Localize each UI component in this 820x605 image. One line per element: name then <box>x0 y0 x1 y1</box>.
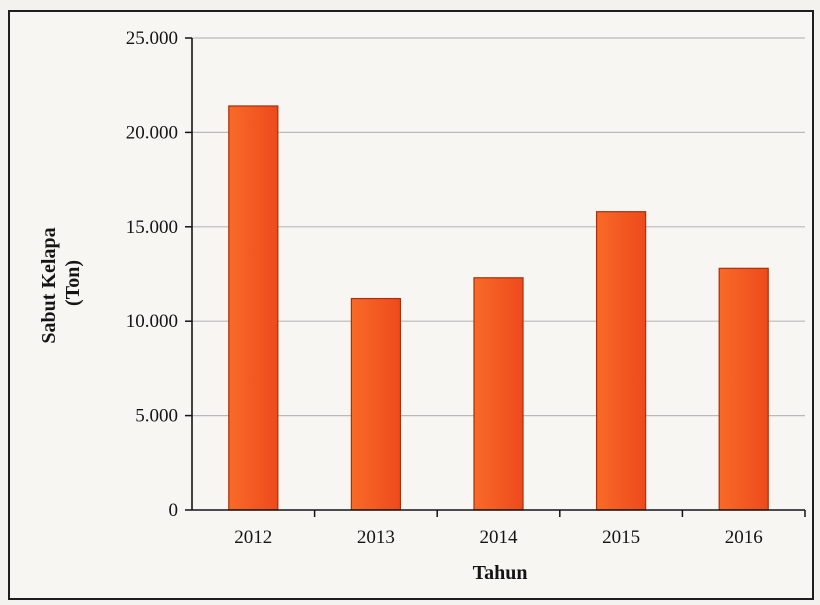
bar-2013 <box>350 297 402 511</box>
bar-2012 <box>228 105 279 511</box>
x-tick-labels: 2012 2013 2014 2015 2016 <box>234 527 762 548</box>
x-axis-title: Tahun <box>473 562 528 584</box>
y-tick-label: 20.000 <box>126 122 178 143</box>
axes <box>185 37 806 517</box>
y-tick-label: 25.000 <box>126 28 178 49</box>
bar-2015 <box>595 211 647 511</box>
x-tick-label: 2016 <box>725 527 763 548</box>
y-axis-title-line1: Sabut Kelapa <box>38 227 60 343</box>
bar-2014 <box>473 277 524 511</box>
bar-2016 <box>718 267 769 511</box>
x-tick-label: 2015 <box>602 527 640 548</box>
y-tick-label: 15.000 <box>126 217 178 238</box>
bars <box>228 105 769 511</box>
y-tick-label: 0 <box>169 500 179 521</box>
y-axis-title-line2: (Ton) <box>62 260 84 306</box>
chart-frame <box>8 10 814 600</box>
x-tick-label: 2012 <box>234 527 272 548</box>
y-tick-label: 5.000 <box>135 406 178 427</box>
y-tick-labels: 0 5.000 10.000 15.000 20.000 25.000 <box>126 28 178 521</box>
x-tick-label: 2013 <box>357 527 395 548</box>
y-tick-label: 10.000 <box>126 311 178 332</box>
y-axis-title: Sabut Kelapa (Ton) <box>38 222 84 343</box>
x-tick-label: 2014 <box>480 527 519 548</box>
